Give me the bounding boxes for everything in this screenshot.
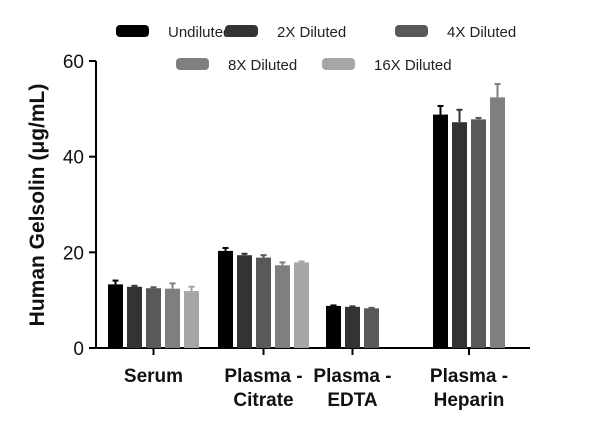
legend-label: 4X Diluted bbox=[447, 24, 516, 41]
legend: Undiluted 2X Diluted 4X Diluted 8X Diluted 1… bbox=[116, 24, 516, 74]
bar bbox=[146, 288, 161, 348]
legend-swatch bbox=[116, 25, 149, 37]
legend-swatch bbox=[225, 25, 258, 37]
bar bbox=[471, 119, 486, 349]
bar bbox=[256, 257, 271, 348]
bar bbox=[108, 284, 123, 348]
legend-label: 2X Diluted bbox=[277, 24, 346, 41]
bar bbox=[433, 114, 448, 348]
x-tick-label: Plasma -Citrate bbox=[224, 366, 302, 411]
x-tick-label: Plasma -Heparin bbox=[430, 366, 508, 411]
bar bbox=[364, 308, 379, 348]
y-tick-label: 40 bbox=[63, 148, 84, 169]
bar bbox=[237, 255, 252, 348]
bar bbox=[165, 288, 180, 348]
bar bbox=[345, 306, 360, 348]
y-tick-label: 60 bbox=[63, 52, 84, 73]
bar bbox=[127, 286, 142, 348]
y-tick-label: 0 bbox=[73, 339, 84, 360]
bar bbox=[452, 122, 467, 348]
bar bbox=[218, 250, 233, 348]
bar bbox=[490, 97, 505, 348]
y-tick-label: 20 bbox=[63, 243, 84, 264]
bar bbox=[294, 262, 309, 348]
x-tick-label: Plasma -EDTA bbox=[313, 366, 391, 411]
legend-label: 16X Diluted bbox=[374, 57, 452, 74]
legend-swatch bbox=[176, 58, 209, 70]
y-axis: 0 20 40 60 bbox=[63, 52, 97, 360]
bar bbox=[184, 291, 199, 348]
bar bbox=[326, 305, 341, 348]
legend-label: 8X Diluted bbox=[228, 57, 297, 74]
bar bbox=[275, 265, 290, 348]
x-tick-label: Serum bbox=[124, 366, 183, 387]
y-axis-label: Human Gelsolin (μg/mL) bbox=[26, 84, 49, 327]
bars bbox=[108, 82, 505, 349]
legend-label: Undiluted bbox=[168, 24, 231, 41]
legend-swatch bbox=[395, 25, 428, 37]
legend-swatch bbox=[322, 58, 355, 70]
